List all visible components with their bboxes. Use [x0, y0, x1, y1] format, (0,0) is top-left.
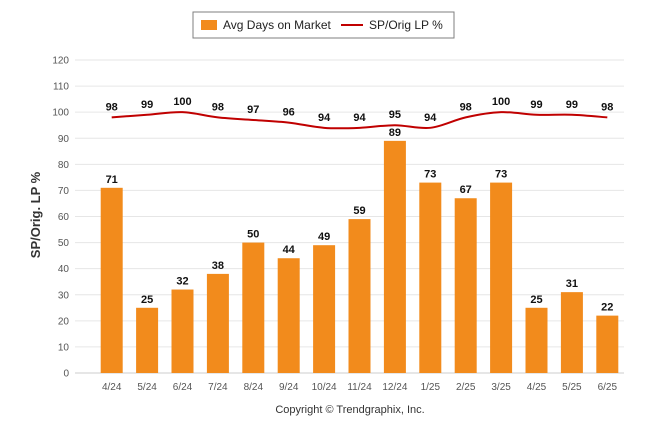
bar-data-label: 50	[247, 229, 259, 241]
line-data-label: 94	[318, 112, 331, 124]
bar-data-label: 73	[424, 169, 436, 181]
legend-label-bars: Avg Days on Market	[223, 18, 331, 32]
bar	[171, 289, 194, 373]
y-tick-label: 80	[58, 160, 70, 171]
line-data-label: 98	[460, 101, 472, 113]
y-tick-label: 60	[58, 212, 70, 223]
line-data-label: 100	[173, 96, 191, 108]
x-tick-label: 6/24	[173, 382, 193, 393]
x-tick-label: 6/25	[598, 382, 618, 393]
y-tick-label: 120	[52, 56, 69, 67]
sp-orig-lp-line	[111, 111, 608, 130]
bar	[596, 315, 619, 373]
bar-data-label: 71	[106, 174, 118, 186]
line-data-label: 94	[424, 112, 437, 124]
bar	[313, 245, 336, 373]
legend-label-line: SP/Orig LP %	[369, 18, 443, 32]
x-tick-label: 11/24	[347, 382, 372, 393]
line-series: 98 99 100 98 97 96 94 94 95 94 98 100 99 99 98	[106, 96, 613, 130]
x-tick-label: 5/24	[137, 382, 157, 393]
y-tick-label: 100	[52, 108, 69, 119]
bar	[454, 198, 477, 373]
y-tick-label: 20	[58, 316, 70, 327]
line-data-label: 100	[492, 96, 510, 108]
line-data-label: 95	[389, 109, 401, 121]
x-tick-label: 9/24	[279, 382, 299, 393]
line-data-label: 99	[141, 99, 153, 111]
bar-data-label: 31	[566, 278, 578, 290]
gridlines	[75, 59, 624, 374]
x-tick-label: 2/25	[456, 382, 476, 393]
bar-data-label: 49	[318, 231, 330, 243]
y-tick-label: 40	[58, 264, 70, 275]
y-axis-ticks: 0 10 20 30 40 50 60 70 80 90 100 110 120	[52, 56, 69, 380]
y-axis-title: SP/Orig. LP %	[28, 171, 43, 258]
x-tick-label: 12/24	[382, 382, 407, 393]
y-tick-label: 70	[58, 186, 70, 197]
x-tick-label: 8/24	[244, 382, 264, 393]
bar-data-label: 32	[176, 276, 188, 288]
bar	[525, 307, 548, 373]
y-tick-label: 10	[58, 342, 70, 353]
bar-data-label: 22	[601, 302, 613, 314]
bar-data-label: 44	[283, 244, 296, 256]
bar	[490, 182, 513, 373]
x-tick-label: 7/24	[208, 382, 228, 393]
y-tick-label: 110	[53, 82, 69, 93]
bar	[419, 182, 442, 373]
x-tick-label: 10/24	[312, 382, 337, 393]
legend-box	[192, 11, 455, 39]
y-tick-label: 50	[58, 238, 70, 249]
bar-data-label: 25	[141, 294, 153, 306]
legend-swatch-bars	[201, 20, 217, 30]
bar-data-label: 25	[530, 294, 542, 306]
line-data-label: 99	[566, 99, 578, 111]
legend: Avg Days on Market SP/Orig LP %	[192, 11, 455, 39]
x-tick-label: 3/25	[491, 382, 511, 393]
bar-series: 71 25 32 38 50 44 49 59 89 73 67 73 25 31 22	[100, 127, 619, 373]
x-axis-ticks: 4/24 5/24 6/24 7/24 8/24 9/24 10/24 11/24 12/24 1…	[102, 382, 618, 393]
y-tick-label: 90	[58, 134, 70, 145]
copyright-footer: Copyright © Trendgraphix, Inc.	[275, 404, 424, 416]
line-data-label: 96	[283, 107, 295, 119]
y-tick-label: 0	[63, 369, 69, 380]
bar	[242, 242, 265, 373]
bar	[136, 307, 159, 373]
bar-data-label: 38	[212, 260, 224, 272]
line-data-label: 99	[530, 99, 542, 111]
line-data-label: 98	[212, 101, 224, 113]
bar	[277, 258, 300, 373]
bar-data-label: 73	[495, 169, 507, 181]
bar-data-label: 89	[389, 127, 401, 139]
x-tick-label: 1/25	[421, 382, 441, 393]
bar	[100, 187, 123, 373]
y-tick-label: 30	[58, 290, 70, 301]
bar	[383, 140, 406, 373]
x-tick-label: 5/25	[562, 382, 582, 393]
line-data-label: 98	[106, 101, 118, 113]
line-data-label: 98	[601, 101, 613, 113]
bar-data-label: 67	[460, 184, 472, 196]
bar	[348, 219, 371, 373]
x-tick-label: 4/24	[102, 382, 122, 393]
bar	[206, 273, 229, 373]
line-data-label: 97	[247, 104, 259, 116]
bar	[560, 292, 583, 373]
bar-data-label: 59	[353, 205, 365, 217]
x-tick-label: 4/25	[527, 382, 547, 393]
line-data-label: 94	[353, 112, 366, 124]
